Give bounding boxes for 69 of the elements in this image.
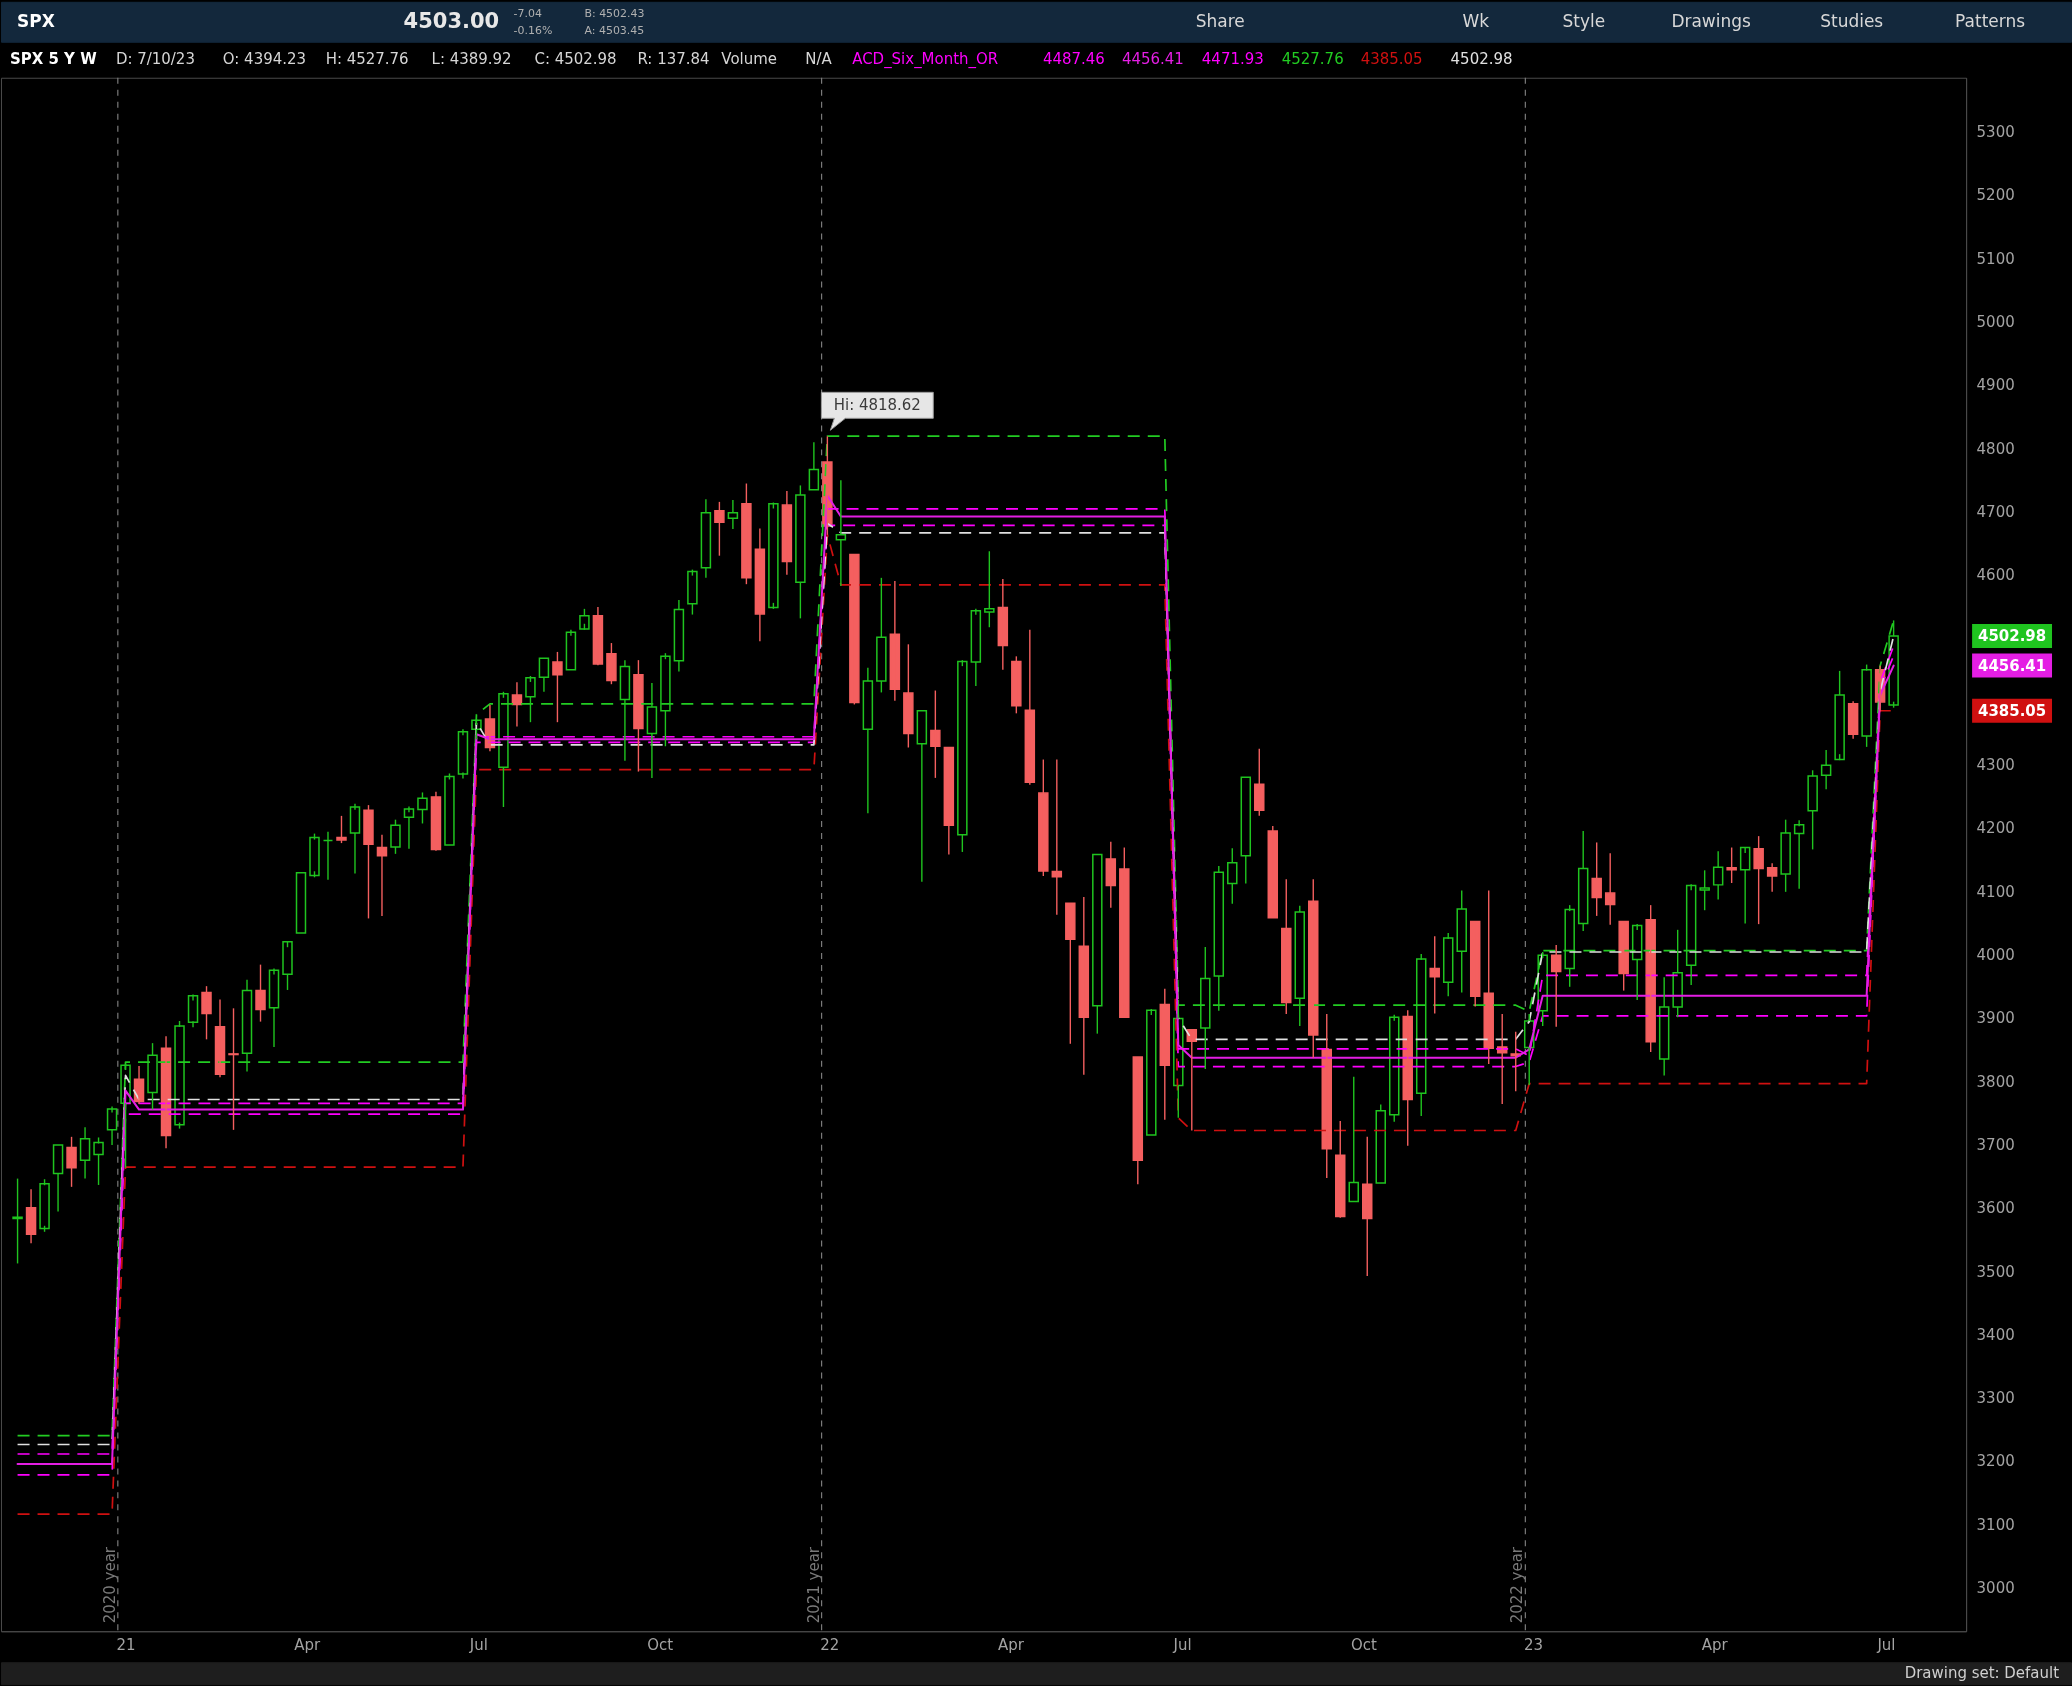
y-tick-label: 3600 xyxy=(1976,1199,2015,1218)
y-tick-label: 5300 xyxy=(1976,123,2015,142)
x-tick-label: 23 xyxy=(1524,1635,1544,1654)
text: 4456.41 xyxy=(1977,656,2047,675)
text: 4487.46 xyxy=(1042,49,1105,68)
text: R: 137.84 xyxy=(637,49,710,68)
text: 4456.41 xyxy=(1121,49,1184,68)
text: 4503.00 xyxy=(403,8,500,33)
ref-line-label: 2022 year xyxy=(1508,1546,1527,1624)
x-tick-label: Apr xyxy=(998,1635,1025,1654)
text: -7.04 xyxy=(513,6,542,20)
y-tick-label: 4800 xyxy=(1976,439,2015,458)
text: ACD_Six_Month_OR xyxy=(852,49,999,69)
y-tick-label: 3500 xyxy=(1976,1262,2015,1281)
x-tick-label: Oct xyxy=(1350,1635,1377,1654)
y-tick-label: 3200 xyxy=(1976,1452,2015,1471)
text: 4527.76 xyxy=(1281,49,1344,68)
text: 4502.98 xyxy=(1977,627,2047,646)
text: Style xyxy=(1562,10,1606,31)
x-tick-label: Jul xyxy=(1876,1635,1896,1654)
x-tick-label: 22 xyxy=(820,1635,840,1654)
y-tick-label: 3100 xyxy=(1976,1515,2015,1534)
text: 4471.93 xyxy=(1201,49,1264,68)
y-tick-label: 4300 xyxy=(1976,756,2015,775)
text: 4502.98 xyxy=(1450,49,1513,68)
annotation: Hi: 4818.62 xyxy=(833,396,921,415)
y-tick-label: 3000 xyxy=(1976,1579,2015,1598)
text: Share xyxy=(1195,10,1245,31)
text: Drawing set: Default xyxy=(1904,1664,2060,1683)
ref-line-label: 2021 year xyxy=(804,1546,823,1624)
text: L: 4389.92 xyxy=(431,49,512,68)
text: Patterns xyxy=(1955,10,2026,31)
text: 4385.05 xyxy=(1977,701,2047,720)
y-tick-label: 3700 xyxy=(1976,1135,2015,1154)
y-tick-label: 5100 xyxy=(1976,249,2015,268)
text: C: 4502.98 xyxy=(534,49,617,68)
y-tick-label: 3300 xyxy=(1976,1389,2015,1408)
text: D: 7/10/23 xyxy=(115,49,195,68)
text: -0.16% xyxy=(513,23,553,37)
y-tick-label: 5200 xyxy=(1976,186,2015,205)
y-tick-label: 4600 xyxy=(1976,566,2015,585)
x-tick-label: Apr xyxy=(294,1635,322,1654)
y-tick-label: 3400 xyxy=(1976,1325,2015,1344)
text: H: 4527.76 xyxy=(325,49,409,68)
y-tick-label: 4900 xyxy=(1976,376,2015,395)
text: Drawings xyxy=(1671,10,1751,31)
y-tick-label: 5000 xyxy=(1976,312,2015,331)
ref-line-label: 2020 year xyxy=(100,1546,119,1624)
x-tick-label: Oct xyxy=(647,1635,674,1654)
text: O: 4394.23 xyxy=(222,49,307,68)
text: SPX 5 Y W xyxy=(9,49,98,68)
y-tick-label: 3900 xyxy=(1976,1009,2015,1028)
x-tick-label: Jul xyxy=(468,1635,488,1654)
text: A: 4503.45 xyxy=(584,23,645,37)
text: Wk xyxy=(1462,10,1490,31)
text: 4385.05 xyxy=(1360,49,1423,68)
x-tick-label: Jul xyxy=(1172,1635,1192,1654)
y-tick-label: 4000 xyxy=(1976,946,2015,965)
y-tick-label: 3800 xyxy=(1976,1072,2015,1091)
y-tick-label: 4200 xyxy=(1976,819,2015,838)
y-tick-label: 4100 xyxy=(1976,882,2015,901)
text: Studies xyxy=(1820,10,1884,31)
x-tick-label: 21 xyxy=(116,1635,136,1654)
text: SPX xyxy=(16,10,55,31)
text: Volume xyxy=(721,49,777,68)
x-tick-label: Apr xyxy=(1701,1635,1729,1654)
text: N/A xyxy=(805,49,833,68)
y-tick-label: 4700 xyxy=(1976,502,2015,521)
text: B: 4502.43 xyxy=(584,6,645,20)
